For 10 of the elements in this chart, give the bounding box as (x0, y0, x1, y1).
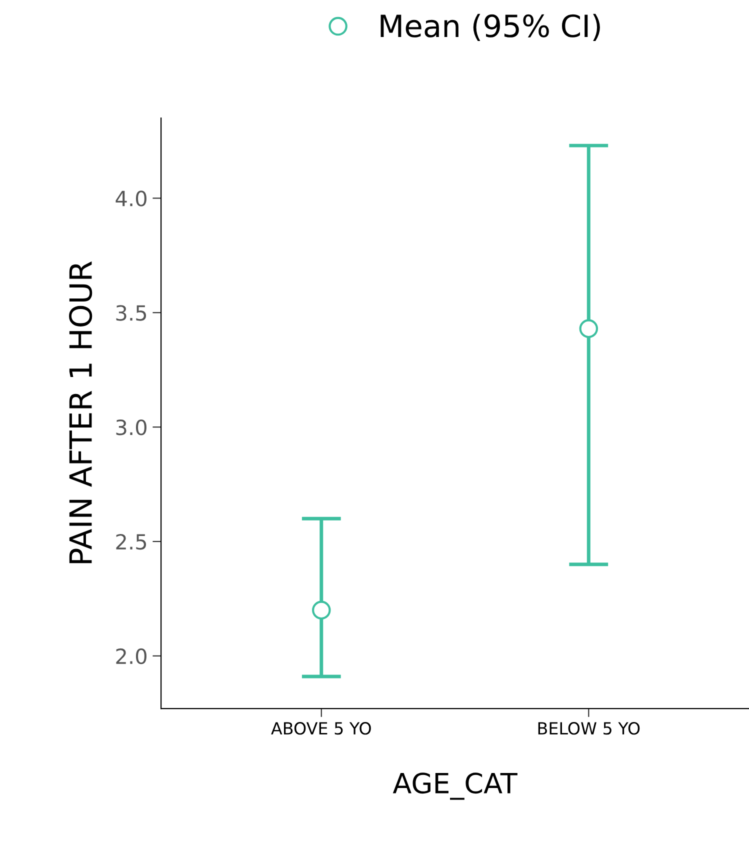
y-tick-label: 3.0 (116, 420, 146, 436)
y-tick-label: 4.0 (116, 190, 146, 206)
legend-label: Mean (95% CI) (380, 14, 600, 42)
y-tick-label: 2.5 (116, 534, 146, 550)
x-tick-label: BELOW 5 YO (538, 722, 640, 735)
y-axis-title: PAIN AFTER 1 HOUR (69, 261, 92, 564)
y-tick-label: 2.0 (116, 648, 146, 664)
x-axis-title: AGE_CAT (392, 772, 518, 800)
y-tick-label: 3.5 (116, 305, 146, 321)
x-tick-label: ABOVE 5 YO (271, 722, 371, 735)
